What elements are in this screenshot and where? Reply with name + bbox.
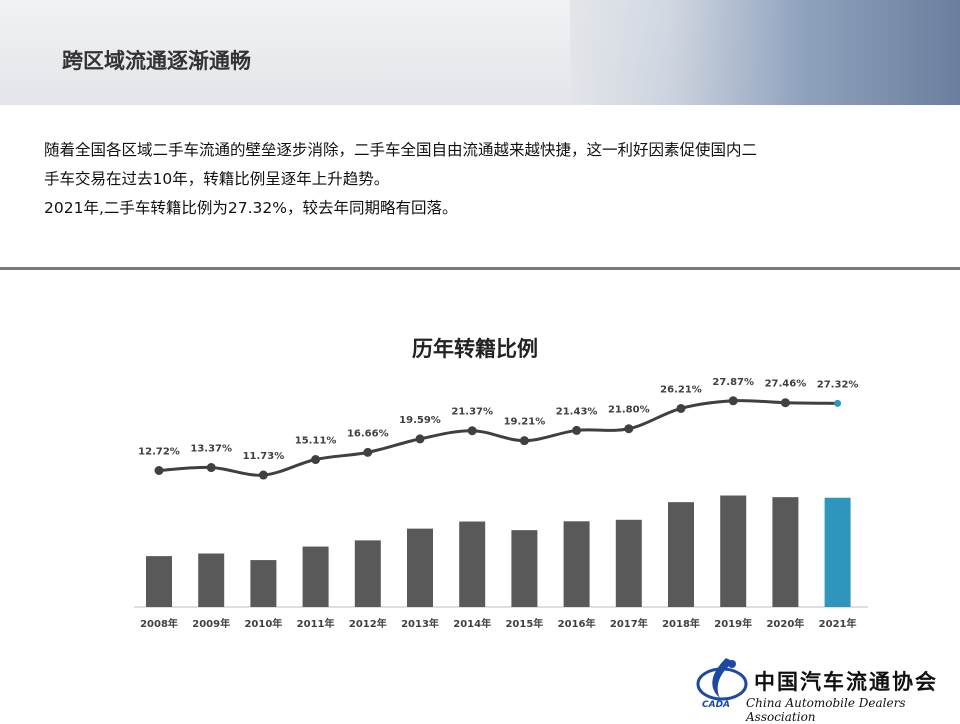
data-label: 26.21% [660,384,702,395]
line-point [467,426,477,436]
bar-2011年 [302,546,329,607]
data-label: 27.87% [712,377,754,388]
cada-emblem-icon [696,658,748,701]
page-title: 跨区域流通逐渐通畅 [62,49,251,73]
bar-2008年 [146,556,172,607]
x-tick-label: 2015年 [505,617,543,630]
x-tick-label: 2020年 [766,617,804,630]
x-tick-label: 2008年 [140,617,178,630]
x-tick-label: 2011年 [297,617,335,630]
line-point [311,455,321,465]
bar-2018年 [668,502,694,607]
x-tick-label: 2021年 [819,617,857,630]
section-divider [0,267,960,270]
data-label: 19.21% [504,417,546,428]
intro-line: 随着全国各区域二手车流通的壁垒逐步消除，二手车全国自由流通越来越快捷，这一利好因… [44,141,758,159]
x-tick-label: 2012年 [349,617,387,630]
bar-2013年 [407,528,433,607]
x-tick-label: 2016年 [558,617,596,630]
bar-2020年 [772,497,799,607]
x-tick-label: 2009年 [192,617,230,630]
logo-abbr: CADA [702,700,731,710]
x-tick-label: 2014年 [453,617,491,630]
line-point [624,424,634,434]
data-label: 19.59% [399,415,441,426]
bar-2015年 [511,530,538,607]
line-point [780,398,790,408]
x-tick-label: 2013年 [401,617,439,630]
data-label: 13.37% [190,444,232,455]
data-label: 21.43% [556,406,598,417]
chart-title: 历年转籍比例 [412,337,538,361]
line-point [258,470,268,480]
bar-2012年 [354,540,381,607]
series-line [158,399,838,477]
data-label: 12.72% [138,447,180,458]
x-tick-label: 2019年 [714,617,752,630]
intro-text: 随着全国各区域二手车流通的壁垒逐步消除，二手车全国自由流通越来越快捷，这一利好因… [44,136,924,223]
data-label: 11.73% [243,451,285,462]
data-label: 27.46% [765,379,807,390]
line-point [519,436,529,446]
data-label: 15.11% [295,436,337,447]
line-point [572,425,582,435]
bar-2017年 [615,519,642,607]
data-label: 16.66% [347,428,389,439]
intro-line: 手车交易在过去10年，转籍比例呈逐年上升趋势。 [44,170,390,188]
header-decoration [570,0,960,105]
intro-line: 2021年,二手车转籍比例为27.32%，较去年同期略有回落。 [44,199,458,217]
line-point [363,447,373,457]
data-label: 21.80% [608,405,650,416]
header-banner: 跨区域流通逐渐通畅 [0,0,960,105]
x-tick-label: 2018年 [662,617,700,630]
line-point [728,396,738,406]
bar-2014年 [459,521,486,607]
bar-2009年 [198,553,225,607]
bar-2016年 [563,521,590,607]
line-point [206,463,216,473]
x-tick-label: 2010年 [244,617,282,630]
bar-2021年 [824,497,851,607]
x-tick-label: 2017年 [610,617,648,630]
bar-2019年 [720,495,747,607]
line-point [415,434,425,444]
line-point [676,403,686,413]
line-point [834,399,842,407]
data-label: 21.37% [451,407,493,418]
data-label: 27.32% [817,379,859,390]
cada-logo: CADA 中国汽车流通协会 China Automobile Dealers A… [694,654,956,724]
bar-2010年 [250,560,277,607]
logo-chinese-name: 中国汽车流通协会 [754,669,938,694]
line-point [154,466,164,475]
